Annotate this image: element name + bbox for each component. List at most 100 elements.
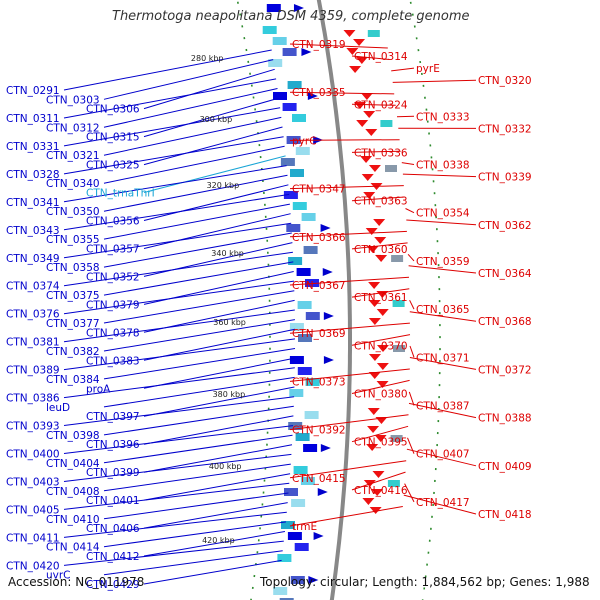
left-gene-label[interactable]: CTN_0374 <box>6 281 60 293</box>
left-gene-label[interactable]: CTN_0355 <box>46 234 100 246</box>
left-gene-label[interactable]: CTN_0321 <box>46 150 100 162</box>
left-gene-label[interactable]: CTN_0398 <box>46 430 100 442</box>
right-gene-label[interactable]: CTN_0371 <box>416 352 470 364</box>
right-gene-label[interactable]: CTN_0354 <box>416 208 470 220</box>
left-gene-label[interactable]: CTN_0397 <box>86 411 140 423</box>
left-gene-label[interactable]: CTN_0393 <box>6 421 60 433</box>
left-gene-label[interactable]: CTN_0399 <box>86 467 140 479</box>
right-gene-label[interactable]: CTN_0388 <box>478 413 532 425</box>
right-gene-label[interactable]: CTN_0369 <box>292 328 346 340</box>
left-gene-label[interactable]: CTN_0404 <box>46 458 100 470</box>
left-gene-label[interactable]: CTN_0306 <box>86 104 140 116</box>
left-gene-label[interactable]: proA <box>86 383 111 395</box>
left-gene-label[interactable]: CTN_0414 <box>46 542 100 554</box>
right-gene-label[interactable]: CTN_0339 <box>478 172 532 184</box>
forward-gene-block <box>283 191 298 199</box>
left-gene-label[interactable]: CTN_0352 <box>86 271 140 283</box>
left-gene-label[interactable]: CTN_0315 <box>86 132 140 144</box>
left-gene-label[interactable]: CTN_0400 <box>6 449 60 461</box>
right-gene-label[interactable]: CTN_0417 <box>416 497 470 509</box>
left-gene-label[interactable]: CTN_0401 <box>86 495 140 507</box>
left-gene-label[interactable]: CTN_0357 <box>86 244 140 256</box>
right-gene-label[interactable]: pyrC <box>292 135 317 147</box>
left-gene-label[interactable]: CTN_0384 <box>46 374 100 386</box>
right-gene-label[interactable]: CTN_0336 <box>354 147 408 159</box>
left-gene-label[interactable]: CTN_0403 <box>6 477 60 489</box>
left-gene-label[interactable]: CTN_0376 <box>6 309 60 321</box>
left-gene-label[interactable]: CTN_0411 <box>6 532 60 544</box>
right-gene-label[interactable]: CTN_0364 <box>478 268 532 280</box>
right-gene-label[interactable]: CTN_0319 <box>292 39 346 51</box>
right-gene-label[interactable]: CTN_0332 <box>478 123 532 135</box>
left-gene-label[interactable]: CTN_0405 <box>6 504 60 516</box>
right-gene-label[interactable]: CTN_0395 <box>354 437 408 449</box>
right-gene-label[interactable]: CTN_0365 <box>416 304 470 316</box>
left-gene-label[interactable]: CTN_0378 <box>86 327 140 339</box>
right-gene-label[interactable]: trmE <box>292 521 317 533</box>
right-gene-label[interactable]: CTN_0320 <box>478 75 532 87</box>
right-gene-label[interactable]: CTN_0347 <box>292 184 346 196</box>
left-gene-label[interactable]: CTN_0341 <box>6 197 60 209</box>
right-gene-label[interactable]: CTN_0367 <box>292 280 346 292</box>
right-gene-label[interactable]: CTN_0372 <box>478 364 532 376</box>
left-gene-label[interactable]: CTN_0383 <box>86 355 140 367</box>
left-gene-label[interactable]: CTN_0420 <box>6 560 60 572</box>
left-gene-label[interactable]: CTN_0429 <box>86 579 140 591</box>
left-gene-label[interactable]: CTN_0331 <box>6 141 60 153</box>
left-gene-label[interactable]: CTN_0349 <box>6 253 60 265</box>
right-gene-label[interactable]: CTN_0380 <box>354 389 408 401</box>
left-gene-label[interactable]: CTN_0379 <box>86 299 140 311</box>
right-gene-label[interactable]: CTN_0368 <box>478 316 532 328</box>
left-gene-label[interactable]: CTN_0311 <box>6 113 60 125</box>
right-gene-label[interactable]: CTN_0361 <box>354 292 408 304</box>
left-gene-label[interactable]: CTN_0381 <box>6 337 60 349</box>
left-gene-label[interactable]: CTN_0396 <box>86 439 140 451</box>
right-gene-label[interactable]: CTN_0409 <box>478 461 532 473</box>
left-gene-label[interactable]: CTN_0340 <box>46 178 100 190</box>
right-gene-label[interactable]: CTN_0373 <box>292 376 346 388</box>
left-gene-label[interactable]: CTN_0377 <box>46 318 100 330</box>
right-gene-label[interactable]: CTN_0363 <box>354 196 408 208</box>
right-gene-label[interactable]: CTN_0416 <box>354 485 408 497</box>
left-leader-line <box>103 319 295 352</box>
left-leader-line <box>103 434 293 464</box>
left-gene-label[interactable]: CTN_0386 <box>6 393 60 405</box>
right-gene-label[interactable]: CTN_0360 <box>354 244 408 256</box>
right-gene-label[interactable]: CTN_0387 <box>416 401 470 413</box>
right-gene-label[interactable]: CTN_0392 <box>292 425 346 437</box>
left-gene-label[interactable]: CTN_0356 <box>86 216 140 228</box>
left-gene-label[interactable]: CTN_0406 <box>86 523 140 535</box>
left-gene-label[interactable]: CTN_0303 <box>46 94 100 106</box>
right-gene-label[interactable]: CTN_0418 <box>478 509 532 521</box>
right-gene-label[interactable]: CTN_0324 <box>354 99 408 111</box>
right-gene-label[interactable]: CTN_0366 <box>292 232 346 244</box>
left-gene-label[interactable]: CTN_0312 <box>46 122 100 134</box>
left-gene-label[interactable]: CTN_0358 <box>46 262 100 274</box>
left-gene-label[interactable]: CTN_0389 <box>6 365 60 377</box>
left-gene-label[interactable]: leuD <box>46 402 70 414</box>
left-gene-label[interactable]: CTN_0325 <box>86 160 140 172</box>
right-gene-label[interactable]: CTN_0362 <box>478 220 532 232</box>
left-gene-label[interactable]: CTN_trnaThrI <box>86 188 155 200</box>
right-gene-label[interactable]: CTN_0314 <box>354 51 408 63</box>
right-gene-label[interactable]: pyrE <box>416 63 440 75</box>
left-gene-label[interactable]: CTN_0408 <box>46 486 100 498</box>
left-gene-label[interactable]: CTN_0410 <box>46 514 100 526</box>
right-gene-label[interactable]: CTN_0333 <box>416 111 470 123</box>
left-gene-label[interactable]: CTN_0328 <box>6 169 60 181</box>
left-gene-label[interactable]: CTN_0291 <box>6 85 60 97</box>
right-gene-label[interactable]: CTN_0359 <box>416 256 470 268</box>
right-gene-label[interactable]: CTN_0335 <box>292 87 346 99</box>
right-gene-label[interactable]: CTN_0370 <box>354 340 408 352</box>
left-gene-label[interactable]: CTN_0343 <box>6 225 60 237</box>
right-gene-label[interactable]: CTN_0338 <box>416 160 470 172</box>
right-leader-line <box>405 208 415 214</box>
right-gene-label[interactable]: CTN_0415 <box>292 473 346 485</box>
left-gene-label[interactable]: uvrC <box>46 570 71 582</box>
right-gene-label[interactable]: CTN_0407 <box>416 449 470 461</box>
left-gene-label[interactable]: CTN_0375 <box>46 290 100 302</box>
left-gene-label[interactable]: CTN_0350 <box>46 206 100 218</box>
left-gene-label[interactable]: CTN_0412 <box>86 551 140 563</box>
left-gene-label[interactable]: CTN_0382 <box>46 346 100 358</box>
